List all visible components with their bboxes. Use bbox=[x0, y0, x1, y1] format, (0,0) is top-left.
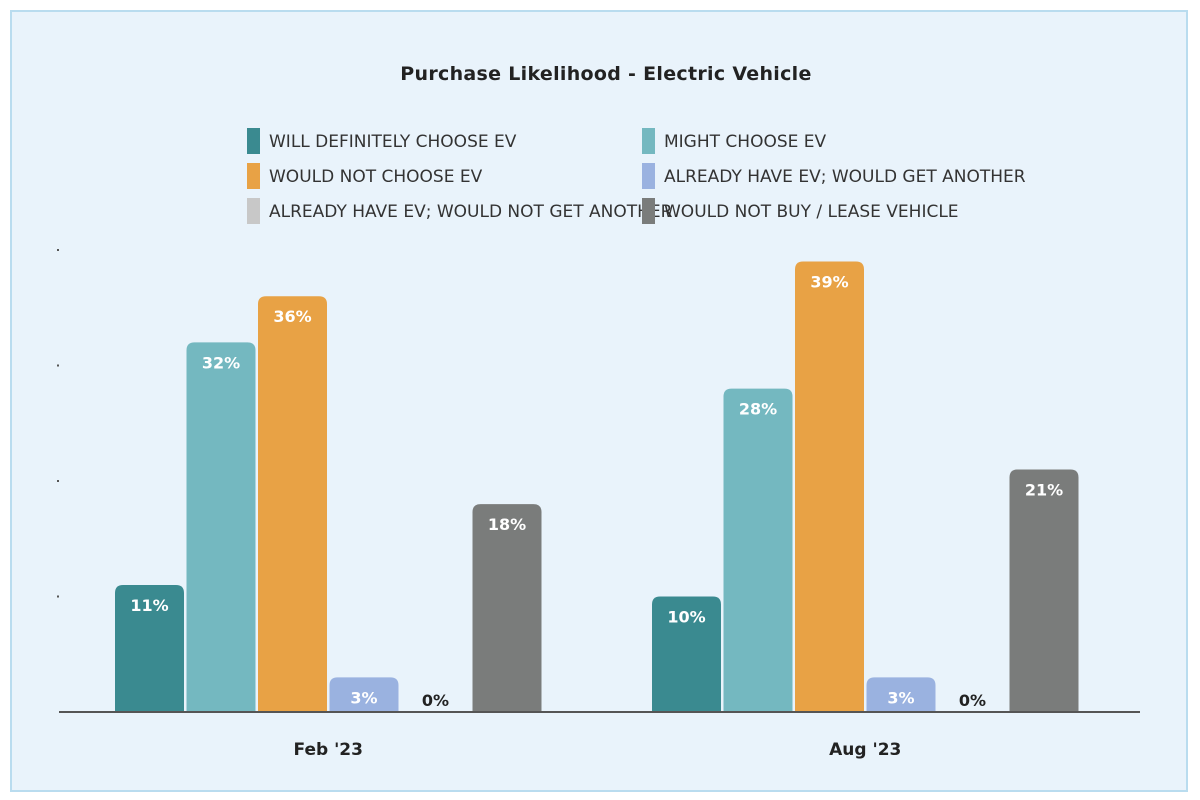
bar-label-aug-23-already-have-ev-would-get-another: 3% bbox=[887, 688, 914, 707]
legend-swatch-already-have-ev-would-not-get-another bbox=[247, 198, 260, 224]
y-tick-mark bbox=[57, 249, 59, 251]
bar-label-aug-23-would-not-buy-lease-vehicle: 21% bbox=[1025, 480, 1063, 499]
bar-feb-23-already-have-ev-would-get-another bbox=[329, 677, 399, 712]
legend-label-would-not-choose-ev: WOULD NOT CHOOSE EV bbox=[269, 167, 483, 187]
y-tick-mark bbox=[57, 364, 59, 367]
legend: WILL DEFINITELY CHOOSE EV MIGHT CHOOSE EV… bbox=[247, 128, 1026, 224]
y-tick-mark bbox=[57, 595, 59, 598]
bar-label-feb-23-would-not-choose-ev: 36% bbox=[273, 307, 311, 326]
legend-swatch-might-choose-ev bbox=[642, 128, 655, 154]
bar-label-aug-23-might-choose-ev: 28% bbox=[739, 400, 777, 419]
legend-label-already-have-ev-would-get-another: ALREADY HAVE EV; WOULD GET ANOTHER bbox=[664, 167, 1026, 187]
bar-feb-23-will-definitely-choose-ev bbox=[115, 584, 184, 712]
y-axis-ticks bbox=[57, 249, 59, 598]
bars: 11% 32% 36% 3% 0% 18% 10% 28% 39% 3% 0% 21% bbox=[115, 261, 1079, 712]
category-label-aug-23: Aug '23 bbox=[829, 740, 901, 760]
bar-label-aug-23-already-have-ev-would-not-get-another: 0% bbox=[959, 691, 986, 710]
bar-label-feb-23-already-have-ev-would-get-another: 3% bbox=[350, 688, 377, 707]
chart-svg: Purchase Likelihood - Electric Vehicle W… bbox=[57, 63, 1140, 760]
bar-label-feb-23-might-choose-ev: 32% bbox=[202, 353, 240, 372]
bar-label-feb-23-would-not-buy-lease-vehicle: 18% bbox=[488, 515, 526, 534]
bar-label-feb-23-already-have-ev-would-not-get-another: 0% bbox=[422, 691, 449, 710]
bar-feb-23-would-not-buy-lease-vehicle bbox=[472, 504, 542, 712]
legend-label-would-not-buy-lease-vehicle: WOULD NOT BUY / LEASE VEHICLE bbox=[664, 202, 959, 222]
bar-label-feb-23-will-definitely-choose-ev: 11% bbox=[130, 596, 168, 615]
legend-swatch-would-not-buy-lease-vehicle bbox=[642, 198, 655, 224]
legend-swatch-would-not-choose-ev bbox=[247, 163, 260, 189]
bar-feb-23-might-choose-ev bbox=[186, 342, 256, 712]
y-tick-mark bbox=[57, 480, 59, 482]
legend-swatch-already-have-ev-would-get-another bbox=[642, 163, 655, 189]
bar-aug-23-already-have-ev-would-get-another bbox=[866, 677, 936, 712]
bar-label-aug-23-would-not-choose-ev: 39% bbox=[810, 273, 848, 292]
chart-frame: Purchase Likelihood - Electric Vehicle W… bbox=[10, 10, 1188, 792]
bar-aug-23-would-not-choose-ev bbox=[795, 261, 864, 712]
bar-label-aug-23-will-definitely-choose-ev: 10% bbox=[667, 608, 705, 627]
legend-label-might-choose-ev: MIGHT CHOOSE EV bbox=[664, 132, 827, 152]
bar-aug-23-will-definitely-choose-ev bbox=[652, 596, 721, 712]
chart-title: Purchase Likelihood - Electric Vehicle bbox=[400, 63, 811, 85]
legend-label-already-have-ev-would-not-get-another: ALREADY HAVE EV; WOULD NOT GET ANOTHER bbox=[269, 202, 673, 222]
bar-feb-23-would-not-choose-ev bbox=[258, 296, 327, 712]
bar-aug-23-would-not-buy-lease-vehicle bbox=[1009, 469, 1079, 712]
bar-aug-23-might-choose-ev bbox=[723, 388, 793, 712]
category-label-feb-23: Feb '23 bbox=[294, 740, 363, 760]
category-labels: Feb '23 Aug '23 bbox=[294, 740, 902, 760]
legend-label-will-definitely-choose-ev: WILL DEFINITELY CHOOSE EV bbox=[269, 132, 517, 152]
legend-swatch-will-definitely-choose-ev bbox=[247, 128, 260, 154]
